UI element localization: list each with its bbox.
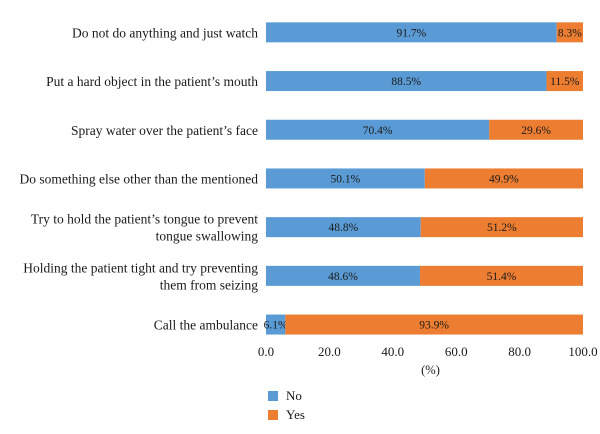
bar-yes-5 — [420, 265, 583, 286]
x-tick-label-3: 60.0 — [445, 344, 468, 359]
category-label-0: Do not do anything and just watch — [72, 25, 258, 40]
legend-swatch-no — [268, 391, 278, 401]
data-label-yes-6: 93.9% — [419, 320, 449, 332]
x-tick-label-4: 80.0 — [508, 344, 531, 359]
data-label-no-6: 6.1% — [264, 320, 288, 332]
data-label-yes-4: 51.2% — [487, 222, 517, 234]
bar-no-2 — [266, 119, 490, 140]
category-label-6: Call the ambulance — [154, 318, 258, 333]
x-tick-label-5: 100.0 — [568, 344, 597, 359]
data-label-no-1: 88.5% — [391, 76, 421, 88]
x-axis-title: (%) — [421, 363, 440, 377]
category-label-5-line-0: Holding the patient tight and try preven… — [23, 260, 258, 275]
x-tick-label-1: 20.0 — [318, 344, 341, 359]
data-label-yes-5: 51.4% — [487, 271, 517, 283]
bar-yes-0 — [556, 22, 583, 43]
bar-no-0 — [266, 22, 557, 43]
data-label-yes-2: 29.6% — [521, 125, 551, 137]
category-label-3: Do something else other than the mention… — [20, 171, 259, 186]
bar-no-1 — [266, 71, 547, 92]
x-tick-label-2: 40.0 — [381, 344, 404, 359]
legend-swatch-yes — [268, 410, 278, 420]
category-label-1: Put a hard object in the patient’s mouth — [46, 74, 258, 89]
bar-yes-6 — [285, 314, 583, 335]
data-label-no-5: 48.6% — [328, 271, 358, 283]
bar-yes-2 — [489, 119, 583, 140]
data-label-yes-1: 11.5% — [550, 76, 580, 88]
data-label-no-4: 48.8% — [328, 222, 358, 234]
x-tick-label-0: 0.0 — [258, 344, 274, 359]
data-label-no-0: 91.7% — [396, 27, 426, 39]
data-label-no-3: 50.1% — [331, 173, 361, 185]
bar-yes-4 — [420, 217, 583, 238]
data-label-yes-0: 8.3% — [558, 27, 582, 39]
bar-yes-1 — [546, 71, 583, 92]
category-label-2: Spray water over the patient’s face — [71, 123, 258, 138]
bar-no-5 — [266, 265, 421, 286]
category-label-5-line-1: them from seizing — [160, 277, 258, 292]
category-label-4-line-1: tongue swallowing — [156, 229, 259, 244]
legend-label-no: No — [286, 388, 302, 403]
data-label-no-2: 70.4% — [363, 125, 393, 137]
category-label-4-line-0: Try to hold the patient’s tongue to prev… — [31, 212, 258, 227]
legend-label-yes: Yes — [286, 407, 305, 422]
bar-no-4 — [266, 217, 421, 238]
data-label-yes-3: 49.9% — [489, 173, 519, 185]
bar-no-3 — [266, 168, 425, 189]
bar-no-6 — [266, 314, 286, 335]
bar-yes-3 — [424, 168, 583, 189]
